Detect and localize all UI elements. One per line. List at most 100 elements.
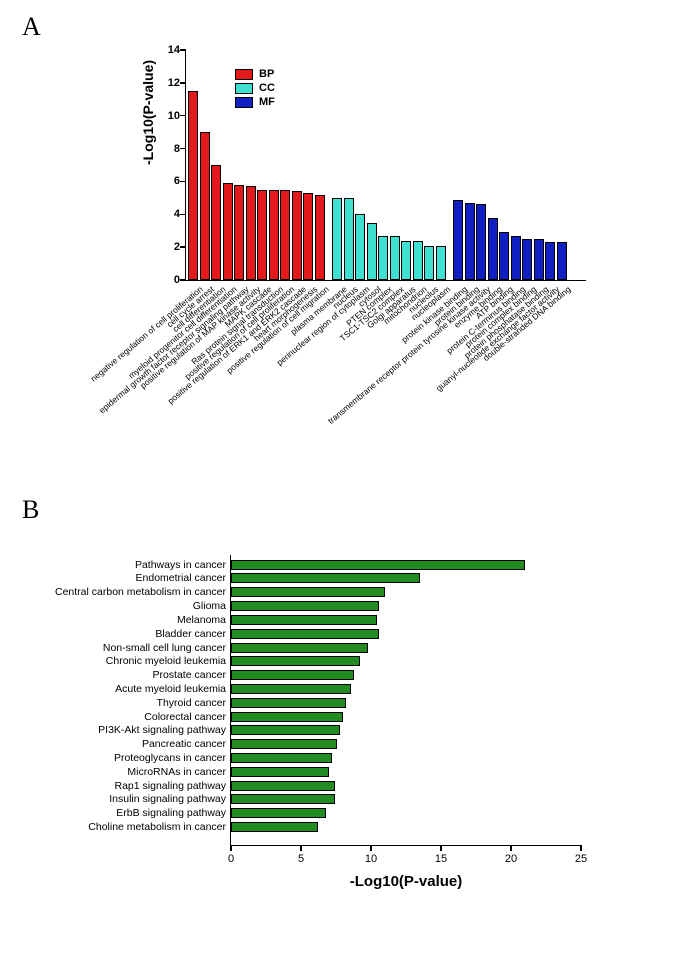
panel-a-bar <box>257 190 267 280</box>
panel-b-xtick <box>510 845 512 851</box>
panel-a-legend-swatch <box>235 69 253 80</box>
panel-a-ytick <box>180 279 186 281</box>
panel-b-bar <box>231 781 335 791</box>
panel-b-category-label: Acute myeloid leukemia <box>115 683 226 695</box>
panel-b-category-label: Insulin signaling pathway <box>109 793 226 805</box>
panel-a-ylabel: -Log10(P-value) <box>140 60 156 165</box>
panel-b-category-label: MicroRNAs in cancer <box>127 766 226 778</box>
panel-a-legend-label: BP <box>259 68 274 80</box>
panel-b-xtick <box>580 845 582 851</box>
panel-a-bar <box>522 239 532 280</box>
panel-a-bar <box>413 241 423 280</box>
panel-a-ytick <box>180 148 186 150</box>
panel-a-legend-label: CC <box>259 82 275 94</box>
panel-b-bar <box>231 739 337 749</box>
panel-b-bar <box>231 753 332 763</box>
panel-b-bar <box>231 656 360 666</box>
panel-a-bar <box>453 200 463 281</box>
panel-a-legend-swatch <box>235 83 253 94</box>
panel-b-bar <box>231 560 525 570</box>
panel-b-bar <box>231 725 340 735</box>
panel-a-ytick <box>180 181 186 183</box>
panel-a-ytick <box>180 246 186 248</box>
panel-a-bar <box>390 236 400 280</box>
panel-b-category-label: Pathways in cancer <box>135 559 226 571</box>
panel-a-bar <box>315 195 325 280</box>
panel-a-bar <box>424 246 434 281</box>
panel-b-xtick <box>440 845 442 851</box>
panel-a-bar <box>246 186 256 280</box>
panel-b-category-label: Proteoglycans in cancer <box>114 752 226 764</box>
panel-a-legend-swatch <box>235 97 253 108</box>
panel-b-xticklabel: 5 <box>298 853 304 865</box>
panel-a-ytick <box>180 214 186 216</box>
panel-a-yticklabel: 6 <box>156 175 180 187</box>
panel-b-xticklabel: 10 <box>365 853 377 865</box>
panel-a-bar <box>269 190 279 280</box>
panel-b-category-label: Prostate cancer <box>152 669 226 681</box>
panel-a-bar <box>280 190 290 280</box>
panel-a-bar <box>401 241 411 280</box>
panel-b-bar <box>231 794 335 804</box>
panel-a-yticklabel: 8 <box>156 143 180 155</box>
panel-b-xticklabel: 0 <box>228 853 234 865</box>
panel-a-yticklabel: 14 <box>156 44 180 56</box>
panel-b-bar <box>231 573 420 583</box>
panel-a-bar <box>557 242 567 280</box>
panel-b-category-label: Rap1 signaling pathway <box>115 780 227 792</box>
panel-a-bar <box>511 236 521 280</box>
panel-b-category-label: Choline metabolism in cancer <box>88 821 226 833</box>
panel-b-bar <box>231 767 329 777</box>
panel-a-yticklabel: 0 <box>156 274 180 286</box>
panel-a-bar <box>465 203 475 280</box>
panel-b-bar <box>231 615 377 625</box>
panel-b-bar <box>231 712 343 722</box>
panel-b-category-label: ErbB signaling pathway <box>116 807 226 819</box>
panel-a-bar <box>332 198 342 280</box>
panel-a-yticklabel: 4 <box>156 208 180 220</box>
panel-b-category-label: Pancreatic cancer <box>142 738 226 750</box>
panel-b-bar <box>231 601 379 611</box>
panel-b-plot: -Log10(P-value) 0510152025Pathways in ca… <box>230 555 581 846</box>
panel-a-bar <box>545 242 555 280</box>
panel-b-category-label: PI3K-Akt signaling pathway <box>98 724 226 736</box>
panel-a-legend-row: MF <box>235 96 275 108</box>
panel-b-xticklabel: 25 <box>575 853 587 865</box>
panel-b-category-label: Glioma <box>193 600 226 612</box>
panel-b-bar <box>231 643 368 653</box>
panel-b-bar <box>231 587 385 597</box>
panel-a-legend-row: CC <box>235 82 275 94</box>
panel-a-bar <box>367 223 377 281</box>
panel-a-bar <box>499 232 509 280</box>
panel-b-category-label: Thyroid cancer <box>157 697 226 709</box>
panel-a-bar <box>355 214 365 280</box>
panel-b-xticklabel: 15 <box>435 853 447 865</box>
panel-a-bar <box>234 185 244 280</box>
panel-b-label: B <box>22 495 39 525</box>
panel-a-legend: BP CC MF <box>235 68 275 110</box>
panel-b-category-label: Colorectal cancer <box>144 711 226 723</box>
panel-a-bar <box>378 236 388 280</box>
panel-b-category-label: Central carbon metabolism in cancer <box>55 586 226 598</box>
panel-a-bar <box>436 246 446 281</box>
panel-a-legend-row: BP <box>235 68 275 80</box>
panel-b-category-label: Non-small cell lung cancer <box>103 642 226 654</box>
panel-a-bar <box>211 165 221 280</box>
panel-b-xticklabel: 20 <box>505 853 517 865</box>
panel-a-bar <box>476 204 486 280</box>
panel-a-yticklabel: 2 <box>156 241 180 253</box>
panel-b-bar <box>231 670 354 680</box>
panel-a-bar <box>344 198 354 280</box>
panel-a-ytick <box>180 82 186 84</box>
panel-a-bar <box>488 218 498 280</box>
panel-a-bar <box>188 91 198 280</box>
panel-b-bar <box>231 698 346 708</box>
panel-b-xtick <box>300 845 302 851</box>
panel-a-bar <box>200 132 210 280</box>
panel-a-label: A <box>22 12 41 42</box>
panel-b-category-label: Chronic myeloid leukemia <box>106 655 226 667</box>
panel-a-legend-label: MF <box>259 96 275 108</box>
panel-b-xlabel: -Log10(P-value) <box>350 873 463 890</box>
panel-a-yticklabel: 12 <box>156 77 180 89</box>
panel-b-bar <box>231 808 326 818</box>
